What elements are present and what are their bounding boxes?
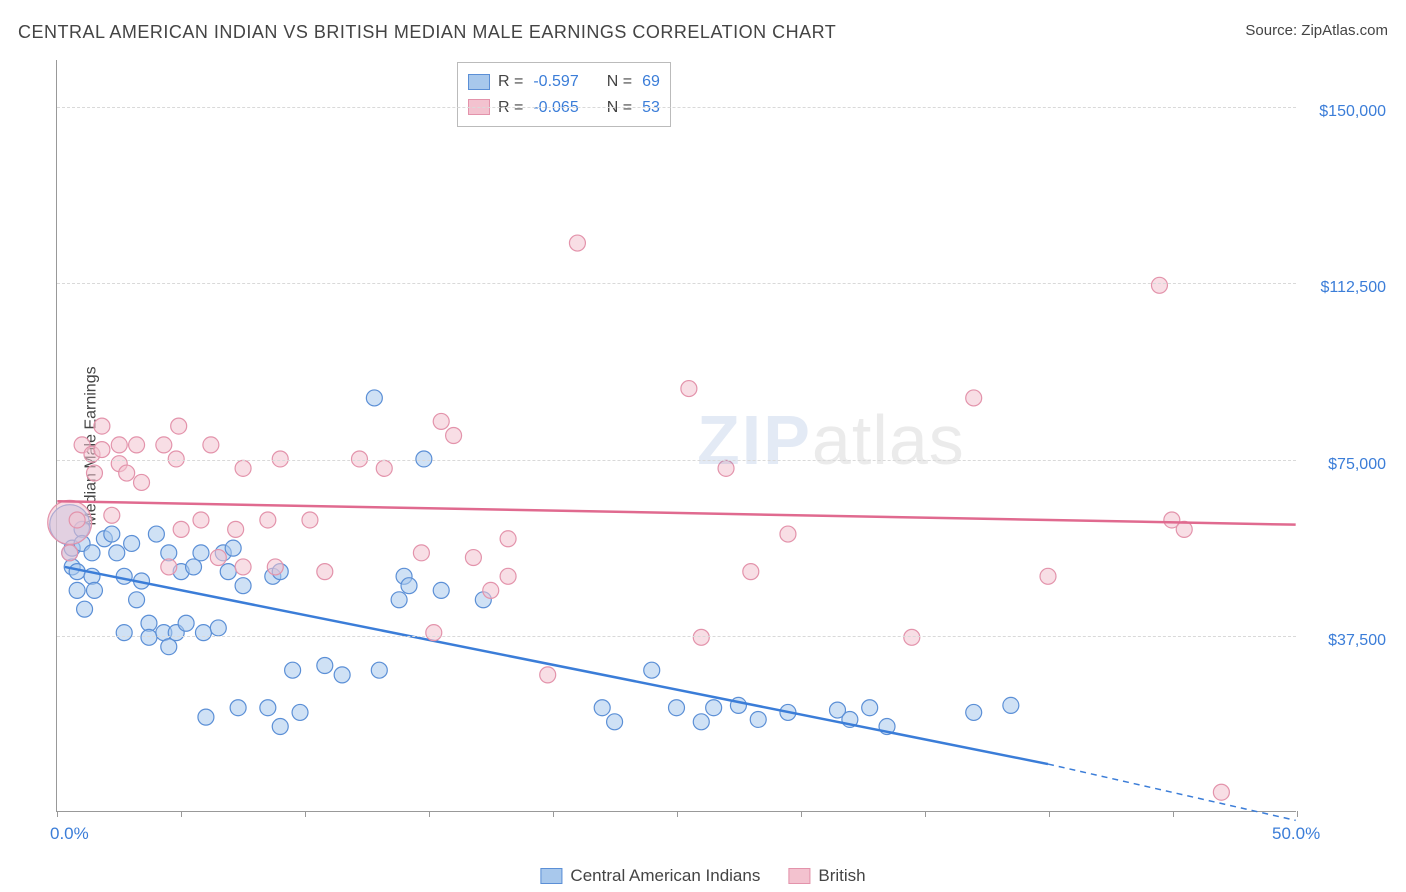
plot-area: ZIPatlas R = -0.597 N = 69 R = -0.065 N … — [56, 60, 1296, 812]
legend-row-series1: R = -0.597 N = 69 — [468, 69, 660, 95]
r-value-1: -0.597 — [533, 69, 578, 95]
chart-container: CENTRAL AMERICAN INDIAN VS BRITISH MEDIA… — [0, 0, 1406, 892]
n-value-1: 69 — [642, 69, 660, 95]
swatch-series1 — [468, 74, 490, 90]
legend-bottom: Central American Indians British — [540, 866, 865, 886]
gridline — [57, 636, 1296, 637]
x-tick — [677, 811, 678, 817]
swatch-bottom-2 — [788, 868, 810, 884]
legend-label-series1: Central American Indians — [570, 866, 760, 886]
r-label-1: R = — [498, 69, 523, 95]
source-label: Source: — [1245, 22, 1297, 39]
legend-item-series1: Central American Indians — [540, 866, 760, 886]
x-label-max: 50.0% — [1272, 824, 1320, 844]
source-name: ZipAtlas.com — [1301, 22, 1388, 39]
gridline — [57, 460, 1296, 461]
x-tick — [305, 811, 306, 817]
x-tick — [57, 811, 58, 817]
x-tick — [553, 811, 554, 817]
x-tick — [1049, 811, 1050, 817]
x-tick — [1173, 811, 1174, 817]
x-tick — [1297, 811, 1298, 817]
x-tick — [925, 811, 926, 817]
x-tick — [429, 811, 430, 817]
x-label-min: 0.0% — [50, 824, 89, 844]
legend-correlation-box: R = -0.597 N = 69 R = -0.065 N = 53 — [457, 62, 671, 127]
gridline — [57, 107, 1296, 108]
legend-item-series2: British — [788, 866, 865, 886]
gridline — [57, 283, 1296, 284]
y-tick-label: $37,500 — [1328, 632, 1386, 650]
x-tick — [181, 811, 182, 817]
chart-title: CENTRAL AMERICAN INDIAN VS BRITISH MEDIA… — [18, 22, 836, 43]
y-tick-label: $150,000 — [1319, 103, 1386, 121]
x-tick — [801, 811, 802, 817]
y-tick-label: $112,500 — [1320, 279, 1386, 297]
source-attribution: Source: ZipAtlas.com — [1245, 22, 1388, 39]
swatch-bottom-1 — [540, 868, 562, 884]
y-tick-label: $75,000 — [1328, 456, 1386, 474]
legend-label-series2: British — [818, 866, 865, 886]
plot-svg — [57, 60, 1296, 811]
n-label-1: N = — [607, 69, 632, 95]
